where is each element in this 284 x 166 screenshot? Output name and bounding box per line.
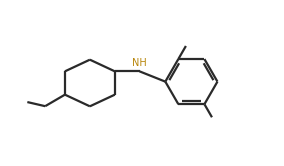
Text: NH: NH	[132, 58, 147, 68]
